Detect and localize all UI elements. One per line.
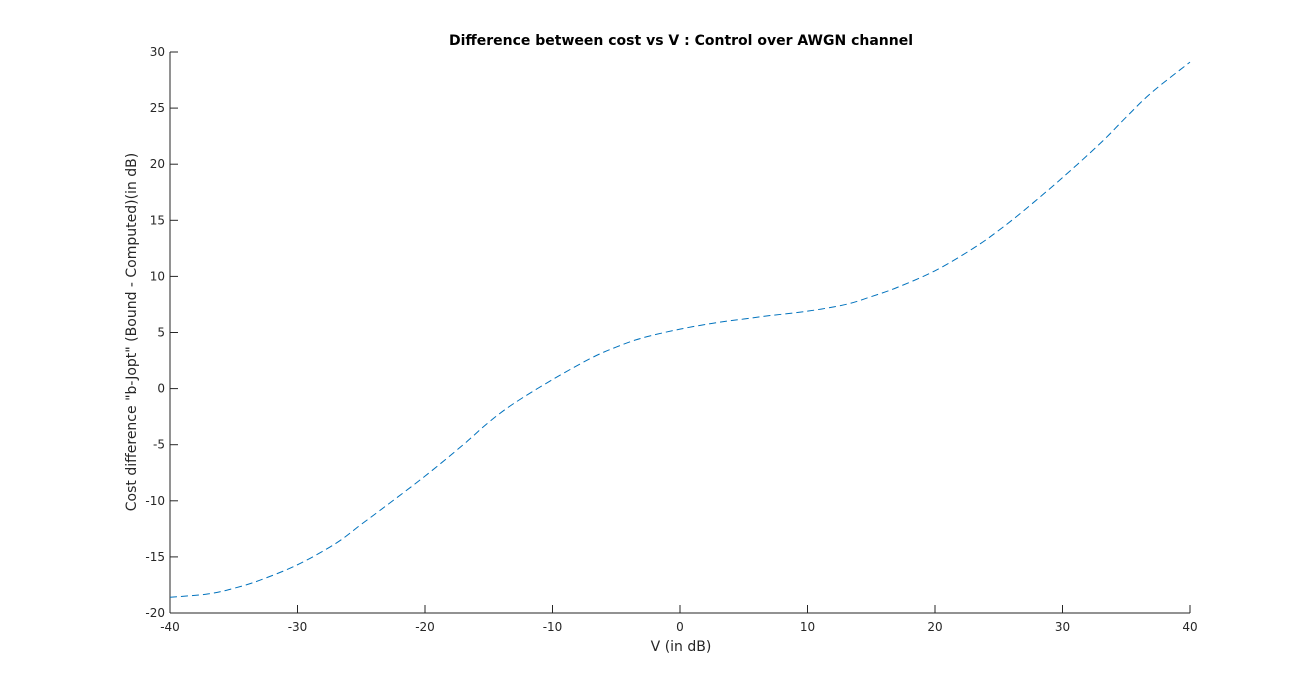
x-tick-label: -40 (160, 620, 180, 634)
y-tick-label: 25 (150, 101, 165, 115)
y-ticks: -20 -15 -10 -5 0 5 10 15 20 25 30 (145, 45, 178, 620)
y-tick-label: 0 (157, 382, 165, 396)
y-tick-label: 10 (150, 269, 165, 283)
x-tick-label: -10 (543, 620, 563, 634)
y-tick-label: 5 (157, 326, 165, 340)
x-tick-label: 30 (1055, 620, 1070, 634)
y-tick-label: 30 (150, 45, 165, 59)
x-tick-label: 40 (1182, 620, 1197, 634)
y-tick-label: -5 (153, 438, 165, 452)
x-tick-label: 0 (676, 620, 684, 634)
y-axis-label: Cost difference "b-Jopt" (Bound - Comput… (124, 153, 140, 511)
x-tick-label: 10 (800, 620, 815, 634)
x-axis-label: V (in dB) (651, 639, 712, 655)
y-tick-label: -15 (145, 550, 165, 564)
y-tick-label: 15 (150, 213, 165, 227)
series-layer (169, 61, 1191, 598)
y-tick-label: -20 (145, 606, 165, 620)
chart-title: Difference between cost vs V : Control o… (449, 33, 913, 49)
x-ticks: -40 -30 -20 -10 0 10 20 30 40 (160, 605, 1198, 634)
x-tick-label: -20 (415, 620, 435, 634)
x-tick-label: -30 (288, 620, 308, 634)
x-tick-label: 20 (927, 620, 942, 634)
plot-axes: -40 -30 -20 -10 0 10 20 30 40 -20 -15 -10 -5 0 5 10 15 2… (145, 45, 1197, 634)
series-line (169, 61, 1191, 598)
y-tick-label: -10 (145, 494, 165, 508)
y-tick-label: 20 (150, 157, 165, 171)
